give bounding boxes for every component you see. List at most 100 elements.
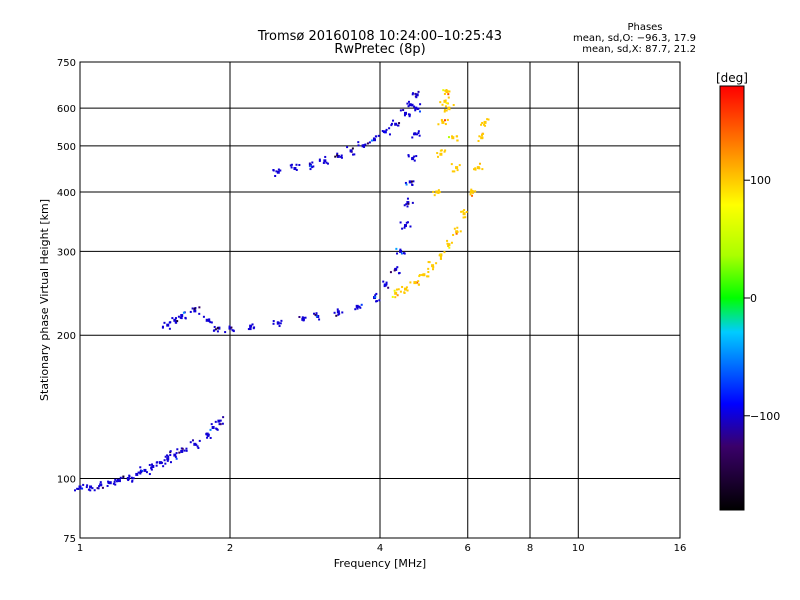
data-point-scatter — [180, 317, 183, 320]
data-point-scatter — [416, 133, 419, 136]
data-point-scatter — [193, 307, 196, 310]
data-point-scatter — [392, 119, 395, 122]
data-point-scatter — [375, 135, 378, 138]
data-point-scatter — [414, 109, 417, 112]
data-point-scatter — [469, 193, 472, 196]
data-point-scatter — [444, 89, 447, 92]
data-point-scatter — [150, 468, 153, 471]
data-point-scatter — [416, 281, 419, 284]
data-point-scatter — [417, 280, 420, 283]
data-point-scatter — [411, 136, 414, 139]
data-point-scatter — [202, 315, 205, 318]
data-point-scatter — [478, 167, 481, 170]
data-point-scatter — [336, 154, 339, 157]
x-tick-label: 6 — [465, 543, 471, 554]
data-point-scatter — [383, 283, 386, 286]
data-point-scatter — [174, 455, 177, 458]
data-point-scatter — [446, 239, 449, 242]
data-point-scatter — [161, 326, 164, 329]
data-point-scatter — [116, 478, 119, 481]
y-tick-label: 100 — [57, 475, 76, 486]
data-point-scatter — [208, 320, 211, 323]
data-point-scatter — [79, 487, 82, 490]
data-point-scatter — [370, 139, 373, 142]
data-point-scatter — [163, 321, 166, 324]
data-point-scatter — [224, 331, 227, 334]
data-point-scatter — [407, 154, 410, 157]
data-point-scatter — [195, 443, 198, 446]
data-point-scatter — [214, 420, 217, 423]
data-point-scatter — [456, 139, 459, 142]
colorbar-tick-label: −100 — [750, 410, 780, 423]
data-point-scatter — [448, 90, 451, 93]
data-point-scatter — [182, 311, 185, 314]
data-point-scatter — [442, 89, 445, 92]
x-tick-label: 4 — [377, 543, 383, 554]
data-point-scatter — [438, 254, 441, 257]
data-point-scatter — [443, 150, 446, 153]
data-point-scatter — [230, 326, 233, 329]
data-point-scatter — [167, 455, 170, 458]
data-point-scatter — [390, 124, 393, 127]
data-point-scatter — [403, 291, 406, 294]
data-point — [173, 453, 177, 457]
data-point-scatter — [385, 283, 388, 286]
data-point-scatter — [417, 90, 420, 93]
data-point-scatter — [137, 471, 140, 474]
data-point-scatter — [277, 168, 280, 171]
data-point-scatter — [169, 321, 172, 324]
data-point-scatter — [85, 486, 88, 489]
data-point-scatter — [318, 159, 321, 162]
data-point-scatter — [325, 161, 328, 164]
data-point — [336, 154, 340, 158]
data-point-scatter — [216, 327, 219, 330]
data-point — [217, 419, 221, 423]
data-point-scatter — [421, 273, 424, 276]
data-point — [276, 170, 280, 174]
data-point-scatter — [390, 122, 393, 125]
x-tick-label: 1 — [77, 543, 83, 554]
data-point-scatter — [290, 166, 293, 169]
data-point-scatter — [405, 203, 408, 206]
data-points — [74, 88, 490, 492]
data-point — [323, 159, 327, 163]
colorbar-label: [deg] — [716, 71, 748, 85]
data-point-scatter — [212, 426, 215, 429]
y-tick-label: 400 — [57, 188, 76, 199]
data-point-scatter — [413, 159, 416, 162]
data-point-scatter — [336, 308, 339, 311]
data-point-scatter — [106, 484, 109, 487]
y-tick-label: 75 — [63, 534, 76, 545]
data-point — [403, 287, 407, 291]
data-point-scatter — [395, 267, 398, 270]
data-point-scatter — [162, 465, 165, 468]
data-point-scatter — [218, 423, 221, 426]
data-point-scatter — [251, 323, 254, 326]
data-point-scatter — [358, 305, 361, 308]
data-point-scatter — [446, 102, 449, 105]
data-point-scatter — [384, 131, 387, 134]
data-point-scatter — [354, 308, 357, 311]
data-point-scatter — [207, 433, 210, 436]
data-point-scatter — [418, 274, 421, 277]
data-point — [476, 166, 480, 170]
data-point-scatter — [198, 439, 201, 442]
data-point-scatter — [219, 419, 222, 422]
data-point-scatter — [401, 285, 404, 288]
data-point — [451, 136, 455, 140]
data-point — [361, 144, 365, 148]
y-tick-label: 600 — [57, 104, 76, 115]
data-point-scatter — [148, 473, 151, 476]
data-point-scatter — [290, 163, 293, 166]
data-point-scatter — [164, 462, 167, 465]
data-point-scatter — [446, 118, 449, 121]
data-point-scatter — [471, 190, 474, 193]
data-point-scatter — [86, 484, 89, 487]
data-point-scatter — [480, 123, 483, 126]
data-point — [143, 468, 147, 472]
data-point-scatter — [295, 168, 298, 171]
data-point-scatter — [398, 122, 401, 125]
data-point-scatter — [166, 454, 169, 457]
data-point-scatter — [407, 155, 410, 158]
